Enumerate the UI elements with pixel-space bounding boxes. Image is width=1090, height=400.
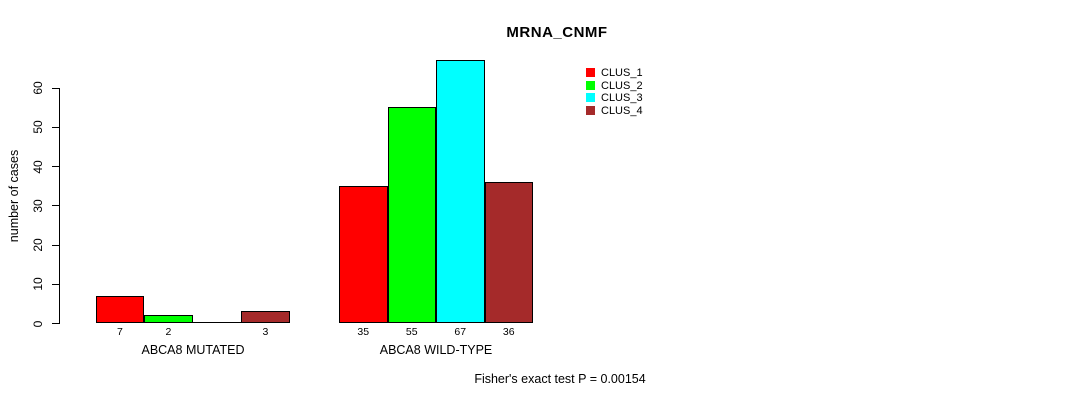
legend-item-clus-1: CLUS_1: [586, 67, 706, 79]
legend-label: CLUS_4: [601, 105, 643, 118]
legend-item-clus-2: CLUS_2: [586, 79, 706, 92]
y-axis-tick: [52, 323, 59, 324]
bar-clus-3-abca8-wild-type: [436, 60, 485, 323]
bar-value-label: 35: [357, 326, 370, 338]
y-axis-tick: [52, 244, 59, 246]
legend-label: CLUS_2: [601, 79, 643, 92]
y-axis-line: [59, 87, 60, 324]
y-axis-tick-label: 30: [31, 199, 45, 213]
y-axis-tick-label: 50: [31, 120, 45, 134]
bar-clus-1-abca8-wild-type: [339, 186, 388, 323]
y-axis-tick-label: 60: [31, 81, 45, 95]
x-group-label-wild-type: ABCA8 WILD-TYPE: [379, 343, 493, 357]
legend-swatch: [586, 106, 595, 116]
legend-swatch: [586, 93, 595, 103]
y-axis-tick: [52, 283, 59, 285]
bar-value-label: 55: [405, 326, 418, 338]
y-axis-tick: [52, 205, 59, 207]
bar-clus-4-abca8-wild-type: [484, 182, 533, 323]
bar-clus-1-abca8-mutated: [95, 296, 145, 323]
legend-swatch: [586, 80, 595, 90]
legend-item-clus-3: CLUS_3: [586, 92, 706, 105]
legend-label: CLUS_3: [601, 92, 643, 105]
bar-clus-4-abca8-mutated: [241, 311, 290, 323]
bar-clus-2-abca8-wild-type: [387, 107, 436, 323]
footnote: Fisher's exact test P = 0.00154: [474, 372, 646, 386]
bar-clus-2-abca8-mutated: [144, 315, 193, 323]
y-axis-tick: [52, 126, 59, 128]
bar-value-label: 3: [262, 326, 269, 338]
bar-value-label: 2: [165, 326, 172, 338]
y-axis-tick: [52, 166, 59, 167]
legend-label: CLUS_1: [601, 67, 643, 79]
y-axis-tick-label: 40: [31, 159, 45, 174]
y-axis-tick: [52, 87, 59, 89]
legend-item-clus-4: CLUS_4: [586, 105, 706, 118]
bar-clus-3-abca8-mutated: [192, 322, 242, 323]
y-axis-tick-label: 10: [31, 277, 45, 291]
bar-value-label: 7: [117, 326, 123, 338]
chart-title: MRNA_CNMF: [506, 24, 608, 41]
bar-value-label: 67: [454, 326, 467, 338]
legend: CLUS_1 CLUS_2 CLUS_3 CLUS_4: [586, 67, 706, 123]
y-axis-tick-label: 20: [31, 238, 45, 252]
y-axis-tick-label: 0: [31, 320, 45, 327]
x-group-label-mutated: ABCA8 MUTATED: [141, 343, 245, 357]
legend-swatch: [586, 68, 595, 77]
bar-value-label: 36: [502, 326, 515, 338]
